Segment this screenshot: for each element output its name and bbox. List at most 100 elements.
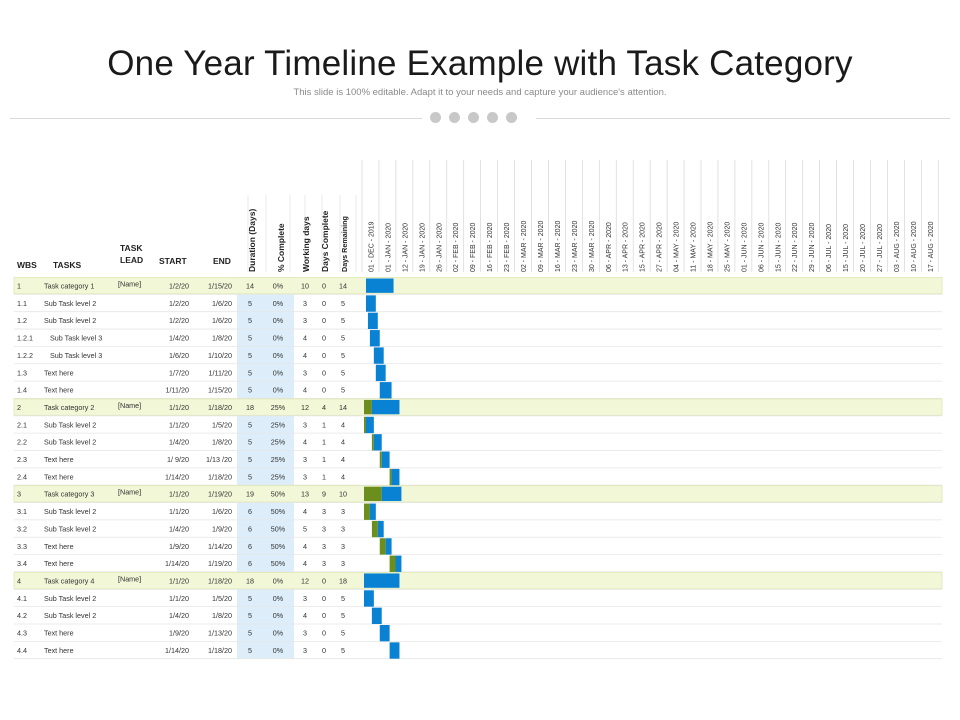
cell-working-days: 12 — [301, 403, 309, 412]
gantt-bar-remaining — [367, 312, 378, 330]
gantt-bar-remaining — [381, 451, 390, 468]
cell-days-remaining: 5 — [341, 351, 345, 360]
cell-days-complete: 3 — [322, 542, 326, 551]
cell-wbs: 2.3 — [17, 455, 27, 464]
cell-task-lead: [Name] — [118, 401, 141, 410]
cell-task: Sub Task level 2 — [44, 611, 96, 620]
timeline-week-label: 15 - JUN - 2020 — [775, 222, 782, 272]
cell-task: Task category 4 — [44, 576, 94, 585]
cell-task: Sub Task level 3 — [50, 334, 102, 343]
timeline-week-label: 15 - APR - 2020 — [640, 222, 647, 272]
timeline-week-label: 16 - FEB - 2020 — [487, 222, 494, 272]
gantt-bar-complete — [379, 538, 386, 555]
cell-duration: 6 — [248, 524, 252, 533]
timeline-week-label: 29 - JUN - 2020 — [809, 222, 816, 272]
cell-working-days: 3 — [303, 420, 307, 429]
cell-working-days: 3 — [303, 368, 307, 377]
cell-pct-complete: 0% — [273, 351, 284, 360]
cell-wbs: 2 — [17, 403, 21, 412]
cell-start: 1/4/20 — [169, 524, 189, 533]
cell-working-days: 3 — [303, 316, 307, 325]
cell-end: 1/11/20 — [209, 368, 232, 377]
cell-days-remaining: 5 — [341, 611, 345, 620]
cell-days-complete: 3 — [322, 524, 326, 533]
cell-wbs: 4 — [17, 576, 21, 585]
cell-pct-complete: 0% — [273, 282, 284, 291]
timeline-week-label: 13 - APR - 2020 — [623, 222, 630, 272]
cell-working-days: 5 — [303, 524, 307, 533]
cell-start: 1/2/20 — [169, 316, 189, 325]
gantt-bar-remaining — [395, 555, 402, 572]
cell-working-days: 10 — [301, 282, 309, 291]
cell-duration: 6 — [248, 559, 252, 568]
gantt-bar-complete — [389, 468, 392, 486]
cell-working-days: 4 — [303, 542, 307, 551]
category-row-bg — [13, 398, 943, 416]
cell-wbs: 1.2.1 — [17, 334, 33, 343]
timeline-week-label: 06 - JUL - 2020 — [826, 224, 833, 272]
timeline-week-label: 01 - JUN - 2020 — [741, 222, 748, 272]
gantt-bar-remaining — [381, 486, 402, 502]
gantt-bar-remaining — [379, 625, 390, 642]
cell-duration: 5 — [248, 594, 252, 603]
header-task-lead-line2: LEAD — [120, 255, 143, 265]
cell-pct-complete: 25% — [271, 420, 286, 429]
cell-days-remaining: 5 — [341, 334, 345, 343]
cell-days-complete: 0 — [322, 334, 326, 343]
cell-start: 1/4/20 — [169, 438, 189, 447]
cell-duration: 5 — [248, 299, 252, 308]
divider-right — [536, 118, 950, 119]
cell-pct-complete: 0% — [273, 386, 284, 395]
cell-end: 1/13 /20 — [206, 455, 232, 464]
timeline-week-label: 18 - MAY - 2020 — [707, 222, 714, 272]
timeline-week-label: 17 - AUG - 2020 — [928, 221, 935, 272]
header-working-days: Working days — [301, 216, 311, 272]
cell-days-remaining: 5 — [341, 629, 345, 638]
cell-start: 1/1/20 — [169, 490, 189, 499]
header-days-remaining: Days Remaining — [340, 216, 349, 272]
timeline-week-label: 27 - APR - 2020 — [657, 222, 664, 272]
cell-duration: 19 — [246, 490, 254, 499]
cell-working-days: 4 — [303, 386, 307, 395]
cell-pct-complete: 0% — [273, 611, 284, 620]
cell-working-days: 13 — [301, 490, 309, 499]
cell-days-remaining: 5 — [341, 594, 345, 603]
cell-task: Sub Task level 3 — [50, 351, 102, 360]
cell-end: 1/5/20 — [212, 420, 232, 429]
cell-end: 1/6/20 — [212, 316, 232, 325]
timeline-week-label: 02 - FEB - 2020 — [453, 222, 460, 272]
cell-days-remaining: 4 — [341, 455, 345, 464]
timeline-week-label: 01 - JAN - 2020 — [385, 223, 392, 272]
cell-days-remaining: 10 — [339, 490, 347, 499]
cell-days-complete: 1 — [322, 438, 326, 447]
gantt-bar-remaining — [371, 607, 382, 624]
cell-days-remaining: 4 — [341, 420, 345, 429]
timeline-week-label: 25 - MAY - 2020 — [724, 222, 731, 272]
cell-end: 1/8/20 — [212, 611, 232, 620]
timeline-week-label: 09 - MAR - 2020 — [538, 221, 545, 272]
cell-days-remaining: 14 — [339, 282, 347, 291]
cell-duration: 5 — [248, 420, 252, 429]
cell-days-remaining: 5 — [341, 368, 345, 377]
gantt-bar-remaining — [389, 642, 400, 659]
cell-start: 1/1/20 — [169, 420, 189, 429]
cell-pct-complete: 0% — [273, 576, 284, 585]
cell-end: 1/8/20 — [212, 334, 232, 343]
cell-end: 1/8/20 — [212, 438, 232, 447]
slide-title: One Year Timeline Example with Task Cate… — [107, 44, 853, 83]
cell-working-days: 4 — [303, 438, 307, 447]
cell-working-days: 3 — [303, 594, 307, 603]
cell-pct-complete: 25% — [271, 472, 286, 481]
gantt-bar-complete — [364, 503, 370, 520]
cell-days-complete: 0 — [322, 611, 326, 620]
cell-start: 1/4/20 — [169, 334, 189, 343]
cell-wbs: 3.2 — [17, 524, 27, 533]
cell-days-remaining: 3 — [341, 524, 345, 533]
cell-days-complete: 0 — [322, 316, 326, 325]
cell-wbs: 2.1 — [17, 420, 27, 429]
dot-icon — [506, 112, 517, 123]
slide-subtitle: This slide is 100% editable. Adapt it to… — [293, 87, 667, 98]
header-wbs: WBS — [17, 260, 37, 270]
cell-wbs: 3.3 — [17, 542, 27, 551]
